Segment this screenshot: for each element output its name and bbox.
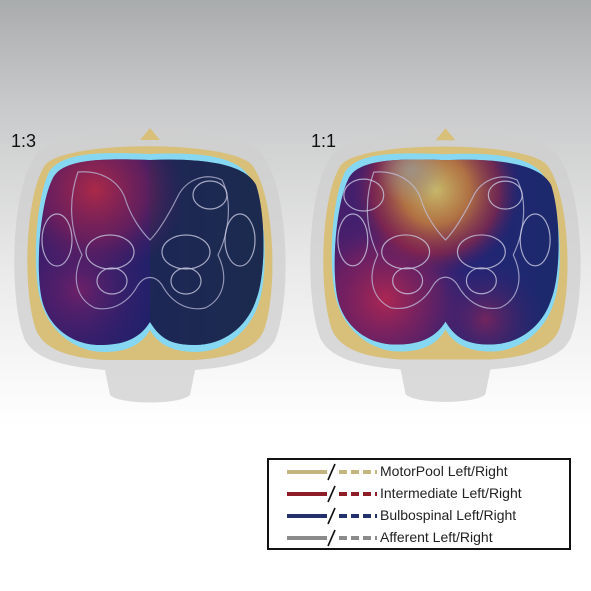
legend-label-bulbospinal: Bulbospinal Left/Right <box>380 507 516 523</box>
legend-label-afferent: Afferent Left/Right <box>380 529 493 545</box>
legend-swatch-intermediate <box>283 484 379 504</box>
legend: MotorPool Left/Right Intermediate Left/R… <box>267 458 571 550</box>
legend-item-motorpool: MotorPool Left/Right <box>283 462 563 482</box>
legend-item-afferent: Afferent Left/Right <box>283 528 563 548</box>
legend-label-motorpool: MotorPool Left/Right <box>380 463 508 479</box>
legend-swatch-motorpool <box>283 462 379 482</box>
legend-swatch-afferent <box>283 528 379 548</box>
spinal-section-left <box>0 0 296 420</box>
legend-swatch-bulbospinal <box>283 506 379 526</box>
legend-item-bulbospinal: Bulbospinal Left/Right <box>283 506 563 526</box>
legend-item-intermediate: Intermediate Left/Right <box>283 484 563 504</box>
legend-label-intermediate: Intermediate Left/Right <box>380 485 522 501</box>
spinal-section-right <box>296 0 591 420</box>
